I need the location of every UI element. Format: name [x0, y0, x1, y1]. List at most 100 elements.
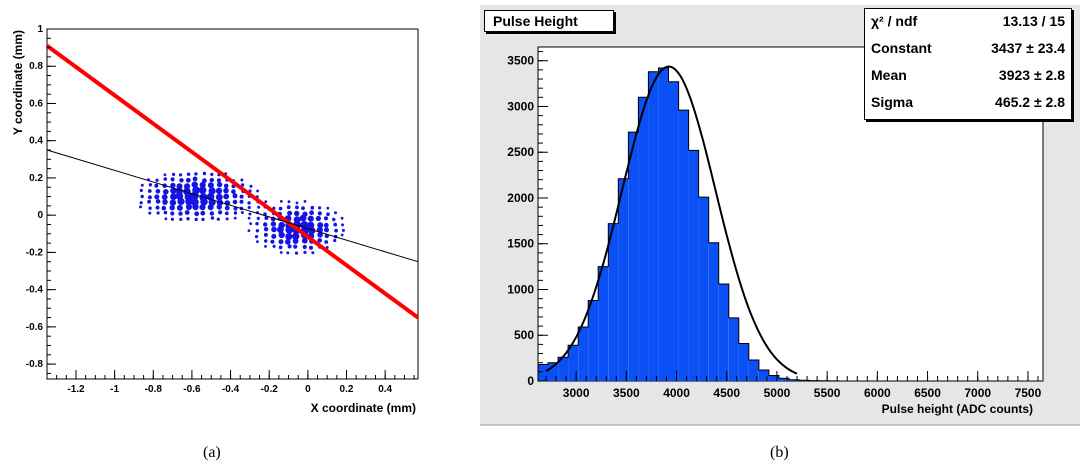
scatter-point — [223, 193, 230, 200]
scatter-point — [255, 222, 259, 226]
scatter-point — [247, 205, 251, 210]
scatter-point — [185, 177, 191, 183]
histogram-bar — [588, 300, 599, 381]
scatter-point — [270, 221, 277, 227]
scatter-point — [257, 205, 261, 209]
scatter-point — [155, 205, 160, 210]
scatter-point — [147, 189, 152, 193]
y-tick-label: 0 — [37, 210, 43, 221]
histogram-bar — [668, 81, 679, 382]
scatter-point — [179, 173, 183, 177]
scatter-point — [140, 194, 144, 199]
scatter-point — [256, 216, 260, 220]
fit-stat-row: Sigma 465.2 ± 2.8 — [865, 94, 1071, 113]
scatter-point — [155, 178, 159, 182]
scatter-point — [279, 251, 283, 254]
x-tick-label: 5500 — [814, 386, 841, 400]
histogram-bar — [779, 378, 789, 381]
histogram-bar — [598, 266, 609, 381]
y-tick-label: 1500 — [507, 237, 534, 251]
scatter-point — [264, 239, 268, 243]
scatter-point — [232, 193, 238, 199]
scatter-point — [139, 205, 142, 209]
scatter-point — [186, 172, 191, 176]
scatter-point — [147, 195, 152, 200]
scatter-point — [139, 201, 143, 205]
scatter-point — [191, 181, 198, 188]
scatter-point — [323, 222, 329, 228]
scatter-point — [307, 221, 315, 229]
scatter-point — [278, 245, 283, 250]
scatter-point — [285, 239, 291, 245]
scatter-point — [232, 199, 238, 205]
scatter-point — [176, 204, 183, 211]
scatter-point — [285, 233, 293, 241]
scatter-point — [225, 217, 229, 221]
histogram-bar — [718, 284, 729, 381]
scatter-point — [139, 188, 143, 193]
histogram-bar — [568, 345, 579, 381]
scatter-point — [192, 176, 198, 182]
scatter-point — [155, 189, 161, 194]
histogram-bar — [648, 71, 659, 381]
scatter-point — [324, 240, 329, 244]
scatter-point — [233, 206, 238, 211]
scatter-point — [216, 181, 223, 188]
scatter-point — [248, 212, 252, 216]
x-tick-label: -0.4 — [222, 384, 240, 395]
x-tick-label: 4500 — [713, 386, 740, 400]
histogram-axis-ticks: 3000 3500 4000 4500 5000 5500 6000 6500 7000 7500… — [507, 51, 1042, 400]
scatter-point — [210, 216, 215, 220]
scatter-point — [263, 232, 268, 237]
scatter-point — [247, 216, 251, 220]
y-tick-label: 1 — [37, 24, 43, 35]
scatter-point — [154, 194, 160, 200]
scatter-point — [215, 187, 223, 195]
scatter-point — [170, 193, 177, 201]
scatter-point — [170, 211, 175, 216]
scatter-point — [302, 211, 308, 217]
y-tick-label: -0.6 — [26, 322, 44, 333]
y-tick-label: 0.8 — [29, 61, 43, 72]
fit-stat-value: 3923 ± 2.8 — [998, 67, 1065, 83]
x-tick-label: 7000 — [964, 386, 991, 400]
scatter-point — [293, 244, 298, 249]
scatter-point — [163, 177, 168, 181]
scatter-point — [179, 178, 184, 183]
scatter-point — [147, 199, 152, 204]
scatter-point — [209, 177, 214, 183]
histogram-title: Pulse Height — [484, 10, 614, 32]
scatter-point — [264, 200, 268, 204]
fit-stat-row: Mean 3923 ± 2.8 — [865, 67, 1071, 86]
y-tick-label: -0.8 — [26, 359, 44, 370]
scatter-point — [218, 210, 223, 215]
scatter-point — [303, 250, 307, 254]
scatter-point — [239, 194, 244, 199]
scatter-point — [183, 187, 191, 196]
fit-stat-label: Sigma — [871, 94, 914, 110]
x-tick-label: 6000 — [864, 386, 891, 400]
scatter-x-axis-label: X coordinate (mm) — [311, 401, 416, 415]
scatter-point — [272, 244, 276, 248]
histogram-bar — [618, 178, 629, 381]
fit-stat-value: 465.2 ± 2.8 — [995, 94, 1065, 110]
scatter-point — [178, 211, 183, 216]
scatter-point — [301, 206, 305, 211]
histogram-bar — [658, 68, 669, 381]
scatter-point — [309, 210, 314, 216]
scatter-point — [317, 222, 324, 229]
scatter-point — [264, 245, 267, 248]
scatter-point — [216, 217, 220, 221]
fit-stat-label: Constant — [871, 40, 932, 56]
scatter-point — [240, 211, 244, 214]
scatter-point — [278, 231, 285, 239]
scatter-point — [216, 178, 221, 183]
scatter-point — [317, 238, 323, 243]
gaussian-fit-curve — [545, 65, 798, 375]
fit-stat-value: 13.13 / 15 — [1002, 13, 1065, 29]
scatter-point — [163, 173, 167, 177]
scatter-point — [295, 201, 299, 205]
scatter-point — [326, 212, 330, 216]
scatter-point — [140, 183, 144, 187]
caption-b: (b) — [770, 444, 789, 461]
